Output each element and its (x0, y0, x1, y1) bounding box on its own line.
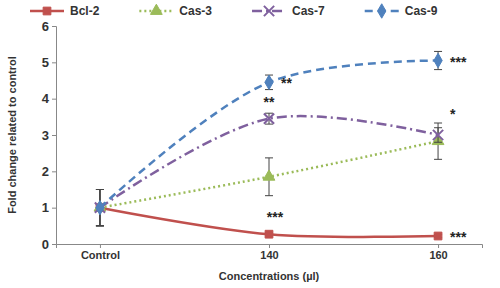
significance-label: ** (281, 75, 292, 91)
legend-item: Bcl-2 (30, 4, 100, 18)
x-axis: Control 140 160 (57, 244, 483, 261)
annotations: ************** (264, 54, 467, 245)
legend-label: Bcl-2 (70, 4, 100, 18)
marker (264, 114, 274, 124)
x-tick-mark (438, 244, 439, 248)
x-tick-mark (100, 244, 101, 248)
error-bar-cap (96, 225, 104, 226)
error-bar-stem (438, 123, 439, 159)
y-axis-line (52, 27, 57, 245)
error-bar-cap (96, 189, 104, 190)
marker (265, 75, 273, 89)
plot-area (94, 51, 444, 239)
x-axis-line (57, 245, 483, 249)
y-tick: 0 (42, 237, 56, 252)
error-bar-cap (434, 159, 442, 160)
y-tick-label: 1 (42, 200, 49, 215)
legend-marker (150, 4, 162, 14)
legend-label: Cas-9 (405, 4, 438, 18)
y-tick-mark (52, 26, 56, 27)
x-tick-label: 160 (429, 249, 447, 261)
y-tick: 2 (42, 164, 56, 179)
legend-item: Cas-3 (139, 4, 212, 18)
legend-marker (43, 7, 51, 15)
legend-label: Cas-7 (292, 4, 325, 18)
significance-label: ** (264, 94, 275, 110)
significance-label: *** (450, 229, 467, 245)
y-tick-label: 4 (42, 91, 50, 106)
error-bar-cap (434, 51, 442, 52)
error-bar (96, 190, 104, 226)
error-bar-cap (96, 189, 104, 190)
marker (434, 53, 442, 67)
x-axis-title: Concentrations (µl) (219, 270, 320, 282)
y-tick-mark (52, 62, 56, 63)
error-bar-cap (265, 157, 273, 158)
y-tick-label: 2 (42, 164, 49, 179)
legend-item: Cas-9 (365, 4, 438, 18)
series (96, 190, 442, 240)
y-tick-label: 3 (42, 128, 49, 143)
chart: 0 1 2 3 4 5 6 Control 140 160 Concentrations (µl) F… (0, 0, 500, 288)
y-tick: 4 (42, 91, 56, 106)
line (100, 61, 438, 208)
significance-label: * (450, 106, 456, 122)
error-bar-cap (265, 124, 273, 125)
x-tick: 160 (429, 244, 447, 261)
series (95, 113, 443, 226)
legend-marker (264, 6, 274, 16)
y-tick-label: 0 (42, 237, 49, 252)
marker (263, 170, 275, 180)
marker (265, 230, 273, 238)
marker (434, 232, 442, 240)
significance-label: *** (450, 54, 467, 70)
y-tick-label: 5 (42, 55, 49, 70)
series (94, 123, 444, 226)
error-bar-cap (434, 127, 442, 128)
error-bar-cap (96, 189, 104, 190)
y-tick-mark (52, 244, 56, 245)
marker (433, 130, 443, 140)
y-tick: 5 (42, 55, 56, 70)
error-bar-cap (96, 225, 104, 226)
error-bar-cap (96, 189, 104, 190)
y-axis: 0 1 2 3 4 5 6 (42, 19, 57, 252)
legend-item: Cas-7 (252, 4, 325, 18)
x-tick: Control (81, 244, 120, 261)
error-bar (265, 75, 273, 90)
x-tick: 140 (260, 244, 278, 261)
y-tick: 3 (42, 128, 56, 143)
significance-label: *** (267, 209, 284, 225)
error-bar (96, 190, 104, 226)
x-tick-mark (269, 244, 270, 248)
error-bar-cap (434, 69, 442, 70)
y-tick-label: 6 (42, 19, 49, 34)
error-bar (96, 190, 104, 226)
y-tick-mark (52, 99, 56, 100)
y-tick: 6 (42, 19, 56, 34)
legend-label: Cas-3 (179, 4, 212, 18)
legend: Bcl-2 Cas-3 Cas-7 Cas-9 (30, 4, 438, 18)
error-bar-cap (434, 142, 442, 143)
error-bar (434, 51, 442, 69)
series (96, 51, 442, 225)
error-bar (96, 190, 104, 226)
y-axis-title: Fold change related to control (6, 56, 18, 214)
y-tick-mark (52, 171, 56, 172)
x-tick-label: Control (81, 249, 120, 261)
y-tick-mark (52, 208, 56, 209)
y-tick: 1 (42, 200, 56, 215)
error-bar-cap (265, 113, 273, 114)
y-tick-mark (52, 135, 56, 136)
error-bar-cap (265, 195, 273, 196)
x-tick-label: 140 (260, 249, 278, 261)
error-bar-cap (96, 225, 104, 226)
legend-marker (378, 4, 386, 18)
marker (96, 200, 104, 214)
error-bar-cap (434, 123, 442, 124)
error-bar-cap (96, 225, 104, 226)
